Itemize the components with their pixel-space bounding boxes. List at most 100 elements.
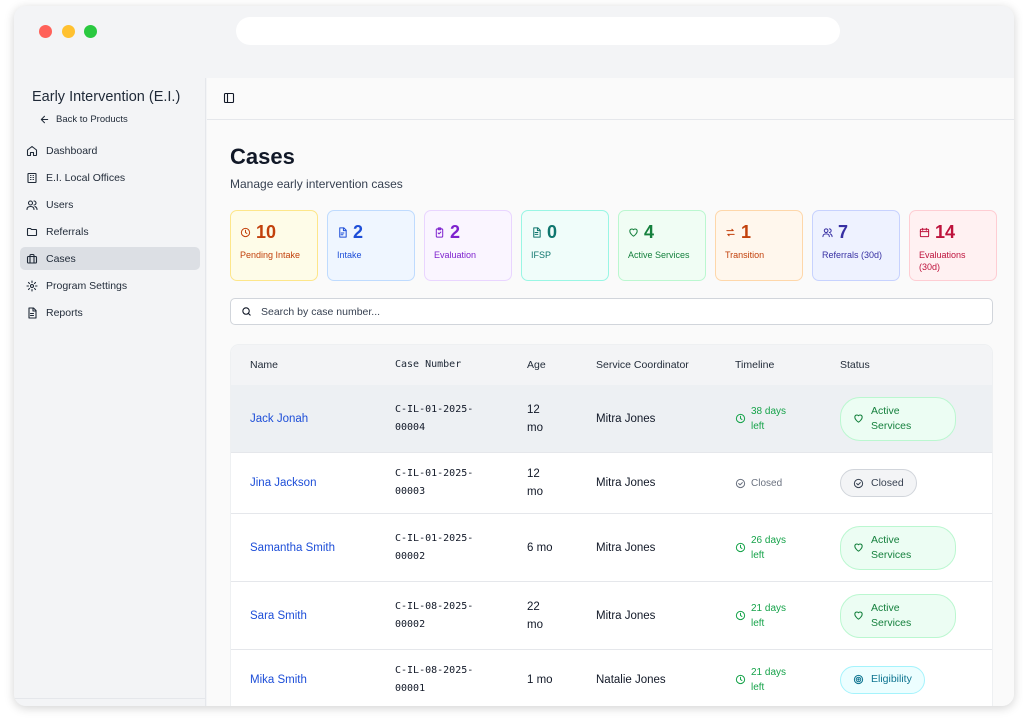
timeline-text: 21 days left xyxy=(751,666,787,693)
sidebar-item-referrals[interactable]: Referrals xyxy=(20,220,200,243)
back-to-products-link[interactable]: Back to Products xyxy=(39,114,128,125)
cases-table: Name Case Number Age Service Coordinator Tim… xyxy=(230,344,993,706)
stat-label: Evaluations (30d) xyxy=(919,250,966,272)
top-bar xyxy=(207,78,1014,120)
clipboard-icon xyxy=(435,226,444,238)
app-title: Early Intervention (E.I.) xyxy=(32,89,181,105)
close-window-button[interactable] xyxy=(39,25,52,38)
stat-card-pending-intake[interactable]: 10 Pending Intake xyxy=(230,210,318,281)
clock-icon xyxy=(735,610,746,621)
page-subtitle: Manage early intervention cases xyxy=(230,177,403,191)
folder-icon xyxy=(26,227,38,236)
minimize-window-button[interactable] xyxy=(62,25,75,38)
case-number: C-IL-01-2025- 00003 xyxy=(395,468,474,497)
service-coordinator: Mitra Jones xyxy=(596,412,656,425)
case-number: C-IL-01-2025- 00004 xyxy=(395,403,474,433)
column-header-status: Status xyxy=(840,359,870,371)
stat-card-evaluations-30d[interactable]: 14 Evaluations (30d) xyxy=(909,210,997,281)
search-bar[interactable] xyxy=(230,298,993,325)
stat-label: IFSP xyxy=(531,250,552,260)
table-row[interactable]: Sara Smith C-IL-08-2025- 00002 22 mo Mitra … xyxy=(231,582,992,650)
case-name-link[interactable]: Samantha Smith xyxy=(250,541,336,554)
stat-card-transition[interactable]: 1 Transition xyxy=(715,210,803,281)
stat-card-intake[interactable]: 2 Intake xyxy=(327,210,415,281)
sidebar-item-label: Reports xyxy=(46,306,83,319)
file-icon xyxy=(339,226,347,238)
sidebar-item-label: E.I. Local Offices xyxy=(46,171,126,184)
sidebar-nav: Dashboard E.I. Local Offices Users Referral… xyxy=(20,139,200,328)
back-to-products-label: Back to Products xyxy=(56,114,128,125)
check-circle-icon xyxy=(853,478,864,488)
address-bar[interactable] xyxy=(236,17,840,45)
case-name-link[interactable]: Jina Jackson xyxy=(250,477,317,489)
stat-label: Intake xyxy=(337,250,362,260)
status-text: Closed xyxy=(871,476,904,489)
stat-value: 2 xyxy=(353,222,364,242)
heart-icon xyxy=(854,611,863,620)
stat-value: 0 xyxy=(547,222,558,242)
table-row[interactable]: Samantha Smith C-IL-01-2025- 00002 6 mo Mit… xyxy=(231,514,992,582)
users-icon xyxy=(822,227,833,237)
timeline: 21 days left xyxy=(735,601,840,631)
sidebar-toggle-icon[interactable] xyxy=(223,92,235,104)
table-row[interactable]: Jina Jackson C-IL-01-2025- 00003 12 mo Mitr… xyxy=(231,453,992,514)
search-input[interactable] xyxy=(261,305,961,318)
status-text: Active Services xyxy=(871,404,912,432)
stat-label: Evaluation xyxy=(434,250,477,260)
timeline-text: 21 days left xyxy=(751,602,787,629)
sidebar-item-label: Cases xyxy=(46,252,76,265)
status-badge[interactable]: Active Services xyxy=(840,396,956,441)
clock-icon xyxy=(735,674,746,685)
column-header-timeline: Timeline xyxy=(735,359,775,371)
timeline: 21 days left xyxy=(735,665,840,695)
case-name-link[interactable]: Sara Smith xyxy=(250,609,307,622)
calendar-icon xyxy=(919,227,930,237)
building-icon xyxy=(27,172,37,183)
arrow-left-icon xyxy=(40,115,49,124)
stat-card-referrals-30d[interactable]: 7 Referrals (30d) xyxy=(812,210,900,281)
service-coordinator: Mitra Jones xyxy=(596,477,656,489)
sidebar-item-cases[interactable]: Cases xyxy=(20,247,200,270)
service-coordinator: Natalie Jones xyxy=(596,673,666,686)
sidebar-item-users[interactable]: Users xyxy=(20,193,200,216)
home-icon xyxy=(26,145,38,156)
case-number: C-IL-08-2025- 00002 xyxy=(395,600,474,630)
table-row[interactable]: Mika Smith C-IL-08-2025- 00001 1 mo Natalie… xyxy=(231,650,992,706)
table-row[interactable]: Jack Jonah C-IL-01-2025- 00004 12 mo Mitra … xyxy=(231,385,992,453)
case-age: 1 mo xyxy=(527,673,553,686)
status-badge[interactable]: Active Services xyxy=(840,525,956,570)
case-name-link[interactable]: Jack Jonah xyxy=(250,412,309,425)
users-icon xyxy=(26,199,38,210)
browser-window: Early Intervention (E.I.) Back to Produc… xyxy=(14,6,1014,706)
search-icon xyxy=(242,307,251,316)
status-badge[interactable]: Eligibility xyxy=(840,665,925,694)
timeline: 26 days left xyxy=(735,533,840,563)
case-age: 22 mo xyxy=(527,600,543,631)
timeline: Closed xyxy=(735,476,840,491)
sidebar: Early Intervention (E.I.) Back to Produc… xyxy=(14,78,206,706)
browser-titlebar xyxy=(14,6,1014,78)
heart-icon xyxy=(854,543,863,552)
heart-icon xyxy=(854,414,863,423)
stat-label: Active Services xyxy=(628,250,690,260)
clock-icon xyxy=(735,413,746,424)
case-number: C-IL-08-2025- 00001 xyxy=(395,664,474,694)
sidebar-item-dashboard[interactable]: Dashboard xyxy=(20,139,200,162)
clock-icon xyxy=(735,542,746,553)
column-header-service-coordinator: Service Coordinator xyxy=(596,359,689,371)
sidebar-item-program-settings[interactable]: Program Settings xyxy=(20,274,200,297)
sidebar-item-label: Users xyxy=(46,198,74,211)
case-name-link[interactable]: Mika Smith xyxy=(250,673,307,686)
status-badge[interactable]: Closed xyxy=(840,469,917,497)
briefcase-icon xyxy=(26,253,38,264)
stat-card-active-services[interactable]: 4 Active Services xyxy=(618,210,706,281)
stat-card-ifsp[interactable]: 0 IFSP xyxy=(521,210,609,281)
sidebar-item-label: Program Settings xyxy=(46,279,128,292)
gear-icon xyxy=(26,279,38,292)
status-badge[interactable]: Active Services xyxy=(840,593,956,638)
stat-card-evaluation[interactable]: 2 Evaluation xyxy=(424,210,512,281)
stat-value: 1 xyxy=(741,222,752,242)
sidebar-item-e-i-local-offices[interactable]: E.I. Local Offices xyxy=(20,166,200,189)
sidebar-item-reports[interactable]: Reports xyxy=(20,301,200,324)
maximize-window-button[interactable] xyxy=(84,25,97,38)
